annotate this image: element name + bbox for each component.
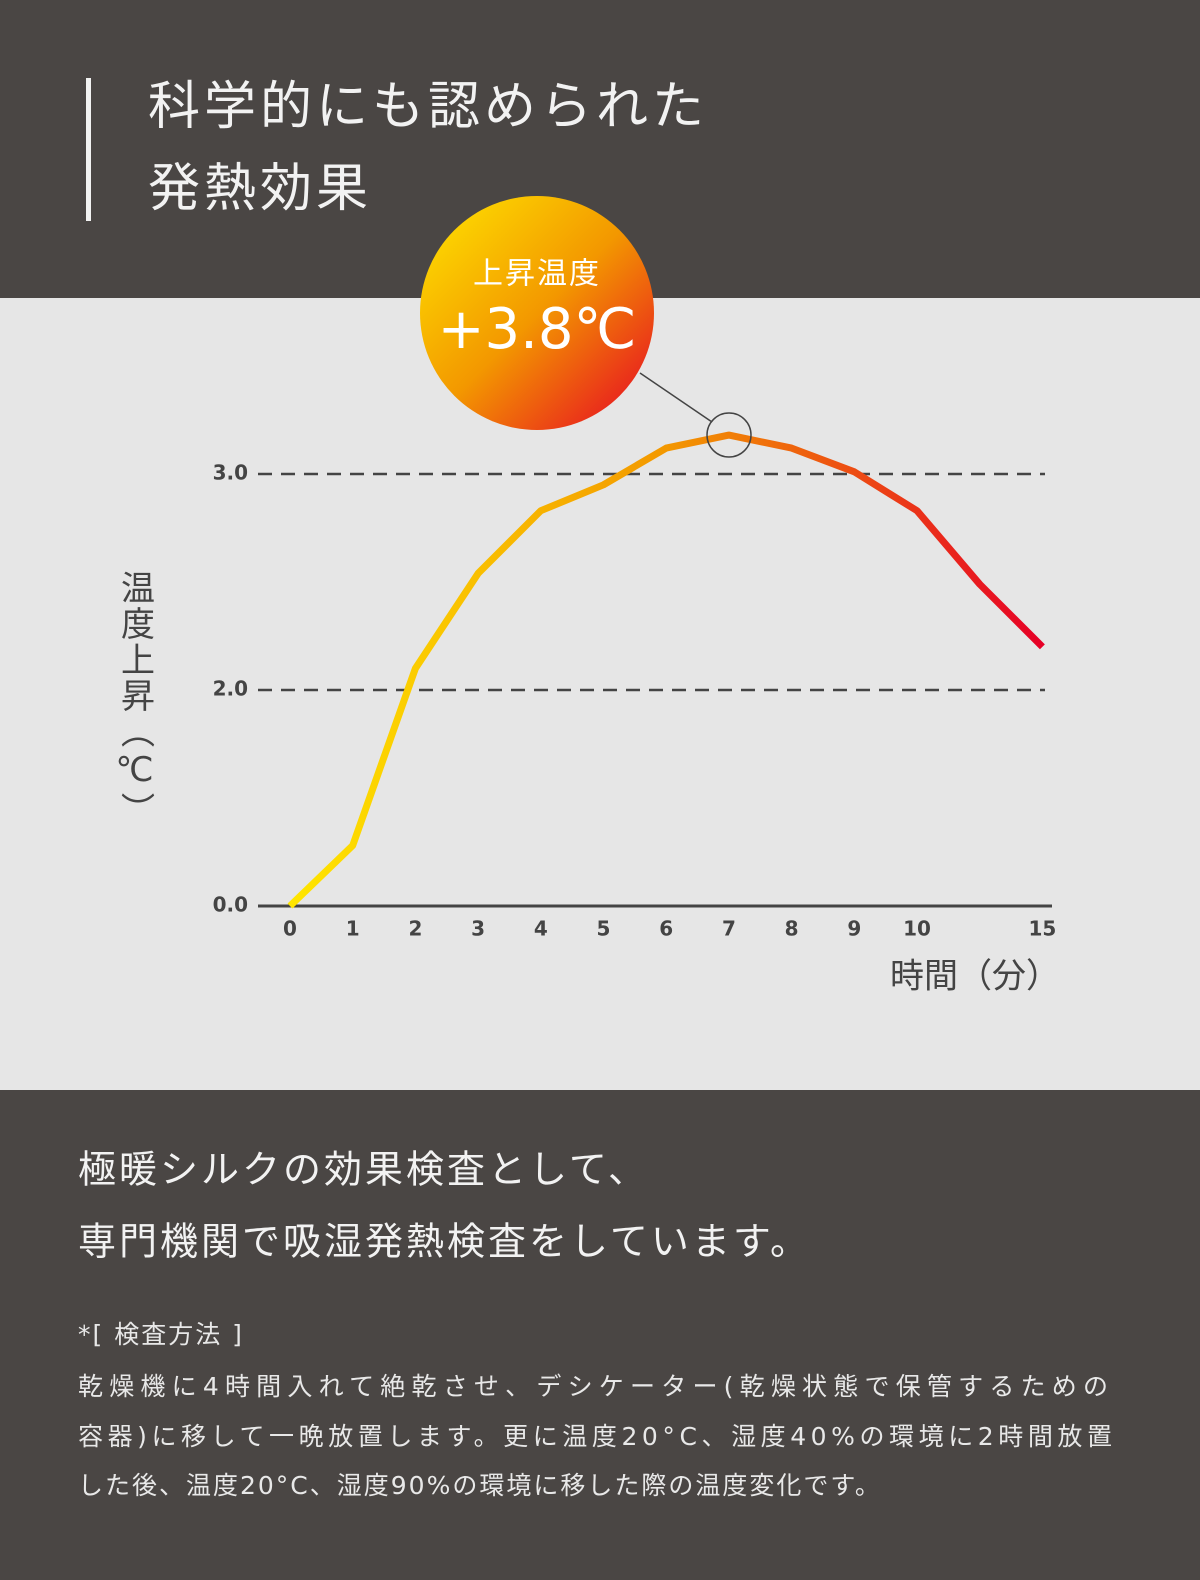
x-axis-title: 時間（分） — [890, 957, 1060, 997]
y-tick-label: 3.0 — [213, 461, 248, 485]
title-bar — [86, 78, 91, 221]
x-tick-label: 10 — [903, 917, 931, 941]
x-tick-label: 9 — [847, 917, 861, 941]
x-tick-label: 4 — [534, 917, 548, 941]
x-tick-label: 1 — [346, 917, 360, 941]
x-tick-label: 7 — [722, 917, 736, 941]
x-tick-label: 6 — [659, 917, 673, 941]
y-tick-label: 0.0 — [213, 893, 248, 917]
x-tick-label: 2 — [408, 917, 422, 941]
peak-marker — [706, 412, 752, 458]
callout-value: +3.8℃ — [438, 297, 637, 362]
note-line: 容器)に移して一晩放置します。更に温度20°C、湿度40%の環境に2時間放置 — [78, 1422, 1114, 1451]
y-tick-label: 2.0 — [213, 677, 248, 701]
x-tick-label: 15 — [1028, 917, 1056, 941]
data-line — [287, 431, 1045, 909]
x-tick-label: 0 — [283, 917, 297, 941]
note-line: した後、温度20°C、湿度90%の環境に移した際の温度変化です。 — [78, 1471, 882, 1500]
chart: 0.0 2.0 3.0 0 1 2 3 4 5 6 7 8 9 10 15 温度上昇（℃） 時間（分） — [115, 431, 1060, 997]
description-line: 極暖シルクの効果検査として、 — [78, 1148, 649, 1192]
chart-bg — [0, 298, 1200, 1090]
footer-bg — [0, 1090, 1200, 1580]
callout-label: 上昇温度 — [473, 257, 601, 292]
leader-line — [639, 372, 713, 423]
title-line: 発熱効果 — [148, 159, 372, 219]
x-tick-label: 8 — [785, 917, 799, 941]
description-line: 専門機関で吸湿発熱検査をしています。 — [78, 1220, 811, 1264]
note-heading: *[ 検査方法 ] — [78, 1320, 244, 1349]
title-line: 科学的にも認められた — [148, 77, 708, 137]
x-tick-label: 3 — [471, 917, 485, 941]
x-tick-label: 5 — [597, 917, 611, 941]
y-axis-title: 温度上昇（℃） — [115, 570, 155, 828]
note-line: 乾燥機に4時間入れて絶乾させ、デシケーター(乾燥状態で保管するための — [78, 1372, 1110, 1401]
callout-circle — [420, 196, 654, 430]
